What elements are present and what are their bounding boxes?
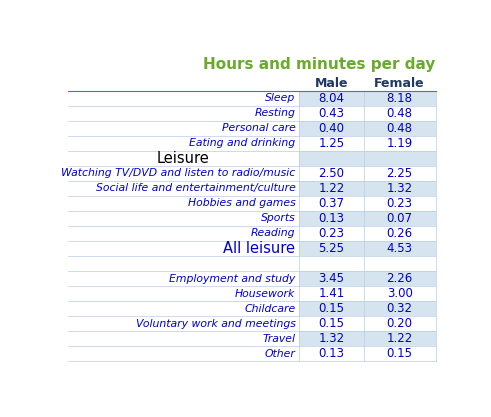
Text: 5.25: 5.25 — [319, 242, 345, 255]
Bar — [68, 181, 300, 196]
Text: Housework: Housework — [235, 289, 296, 299]
Bar — [300, 181, 436, 196]
Bar — [300, 151, 436, 166]
Text: Hobbies and games: Hobbies and games — [188, 198, 296, 208]
Text: Social life and entertainment/culture: Social life and entertainment/culture — [96, 183, 296, 193]
Bar — [68, 256, 300, 271]
Text: Reading: Reading — [251, 229, 296, 239]
Bar — [68, 316, 300, 331]
Text: 2.25: 2.25 — [386, 167, 413, 180]
Text: Personal care: Personal care — [221, 123, 296, 133]
Bar — [300, 106, 436, 121]
Text: Hours and minutes per day: Hours and minutes per day — [203, 57, 436, 72]
Text: 0.20: 0.20 — [387, 317, 412, 330]
Text: Employment and study: Employment and study — [169, 274, 296, 284]
Text: 0.48: 0.48 — [387, 122, 412, 135]
Text: 4.53: 4.53 — [387, 242, 412, 255]
Text: 0.26: 0.26 — [386, 227, 413, 240]
Text: 0.32: 0.32 — [387, 302, 412, 315]
Bar — [300, 331, 436, 346]
Bar — [300, 241, 436, 256]
Bar — [68, 151, 300, 166]
Bar — [300, 91, 436, 106]
Text: Sleep: Sleep — [265, 93, 296, 103]
Text: Leisure: Leisure — [157, 151, 210, 166]
Text: Eating and drinking: Eating and drinking — [190, 138, 296, 148]
Bar — [68, 286, 300, 301]
Bar — [68, 106, 300, 121]
Text: 0.40: 0.40 — [319, 122, 345, 135]
Bar — [300, 286, 436, 301]
Bar — [300, 211, 436, 226]
Text: 0.37: 0.37 — [319, 197, 345, 210]
Text: 0.13: 0.13 — [319, 212, 345, 225]
Text: Other: Other — [265, 349, 296, 359]
Bar — [68, 331, 300, 346]
Bar — [68, 241, 300, 256]
Bar — [300, 196, 436, 211]
Text: 2.50: 2.50 — [319, 167, 345, 180]
Text: 8.18: 8.18 — [387, 92, 412, 105]
Bar — [300, 346, 436, 361]
Text: 1.22: 1.22 — [318, 182, 345, 195]
Bar — [300, 301, 436, 316]
Bar — [300, 136, 436, 151]
Bar — [68, 301, 300, 316]
Bar — [300, 121, 436, 136]
Text: 0.15: 0.15 — [387, 347, 412, 360]
Text: 1.19: 1.19 — [386, 137, 413, 150]
Text: 1.25: 1.25 — [318, 137, 345, 150]
Text: 0.23: 0.23 — [319, 227, 345, 240]
Text: 1.22: 1.22 — [386, 332, 413, 345]
Bar — [68, 211, 300, 226]
Bar — [300, 256, 436, 271]
Bar — [300, 226, 436, 241]
Text: Watching TV/DVD and listen to radio/music: Watching TV/DVD and listen to radio/musi… — [61, 168, 296, 178]
Text: 1.32: 1.32 — [318, 332, 345, 345]
Bar — [68, 196, 300, 211]
Text: Female: Female — [374, 77, 425, 90]
Bar — [300, 166, 436, 181]
Text: 0.43: 0.43 — [319, 107, 345, 120]
Text: Resting: Resting — [254, 108, 296, 118]
Bar — [300, 316, 436, 331]
Text: 8.04: 8.04 — [319, 92, 345, 105]
Bar — [68, 121, 300, 136]
Bar — [68, 346, 300, 361]
Text: 0.15: 0.15 — [319, 317, 345, 330]
Bar — [300, 271, 436, 286]
Bar — [68, 226, 300, 241]
Text: 1.41: 1.41 — [318, 287, 345, 300]
Text: 0.07: 0.07 — [387, 212, 412, 225]
Text: 3.00: 3.00 — [387, 287, 412, 300]
Bar — [68, 91, 300, 106]
Text: Voluntary work and meetings: Voluntary work and meetings — [136, 319, 296, 329]
Text: Sports: Sports — [261, 214, 296, 224]
Text: Male: Male — [315, 77, 348, 90]
Text: 0.13: 0.13 — [319, 347, 345, 360]
Text: 2.26: 2.26 — [386, 272, 413, 285]
Bar — [68, 271, 300, 286]
Bar — [68, 166, 300, 181]
Text: 1.32: 1.32 — [386, 182, 413, 195]
Text: All leisure: All leisure — [223, 241, 296, 256]
Text: Childcare: Childcare — [244, 304, 296, 314]
Text: Travel: Travel — [262, 334, 296, 344]
Text: 0.15: 0.15 — [319, 302, 345, 315]
Text: 3.45: 3.45 — [319, 272, 345, 285]
Text: 0.23: 0.23 — [387, 197, 412, 210]
Text: 0.48: 0.48 — [387, 107, 412, 120]
Bar — [68, 136, 300, 151]
